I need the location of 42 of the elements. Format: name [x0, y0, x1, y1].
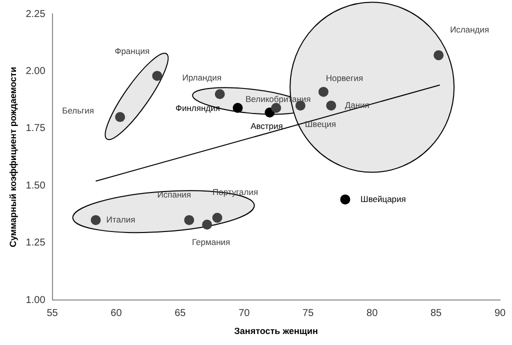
- x-tick-label: 90: [494, 308, 506, 319]
- series-label: Швейцария: [360, 194, 406, 204]
- series-label: Швеция: [304, 118, 336, 129]
- x-tick-label: 60: [110, 308, 122, 319]
- x-tick-label: 75: [302, 308, 314, 319]
- point: [214, 89, 225, 100]
- series-label: Италия: [106, 214, 136, 224]
- y-tick-label: 1.25: [26, 238, 46, 249]
- series-label: Финляндия: [176, 103, 220, 114]
- y-tick-label: 2.00: [26, 66, 46, 77]
- point: [152, 70, 162, 81]
- series-label: Австрия: [250, 120, 284, 131]
- series-label: Ирландия: [182, 72, 222, 82]
- x-axis-title: Занятость женщин: [234, 326, 318, 336]
- y-tick-label: 2.25: [26, 8, 46, 20]
- point: [184, 215, 194, 226]
- x-tick-label: 55: [46, 308, 58, 319]
- series-label: Испания: [157, 189, 192, 200]
- point: [90, 215, 101, 226]
- point: [202, 220, 212, 230]
- point: [340, 194, 350, 204]
- x-tick-label: 65: [174, 308, 186, 319]
- y-tick-label: 1.50: [26, 180, 46, 192]
- y-tick-label: 1.00: [26, 294, 46, 306]
- x-tick-label: 80: [366, 308, 378, 319]
- point: [326, 100, 336, 111]
- y-tick-label: 1.75: [26, 123, 46, 134]
- text: Исландия: [450, 24, 490, 35]
- series-label: Германия: [192, 236, 230, 247]
- point: [434, 50, 444, 60]
- y-axis-title: Суммарный коэффициент рождаемости: [8, 66, 18, 248]
- series-label: Португалия: [212, 187, 258, 198]
- point: [232, 102, 243, 113]
- series-label: Франция: [114, 46, 150, 56]
- x-tick-label: 70: [238, 308, 250, 319]
- point: [212, 212, 222, 223]
- text: Бельгия: [62, 105, 94, 116]
- x-tick-label: 85: [430, 308, 442, 319]
- point: [115, 112, 126, 122]
- series-label: Норвегия: [326, 73, 364, 84]
- point: [318, 86, 328, 97]
- series-label: Дания: [344, 100, 370, 110]
